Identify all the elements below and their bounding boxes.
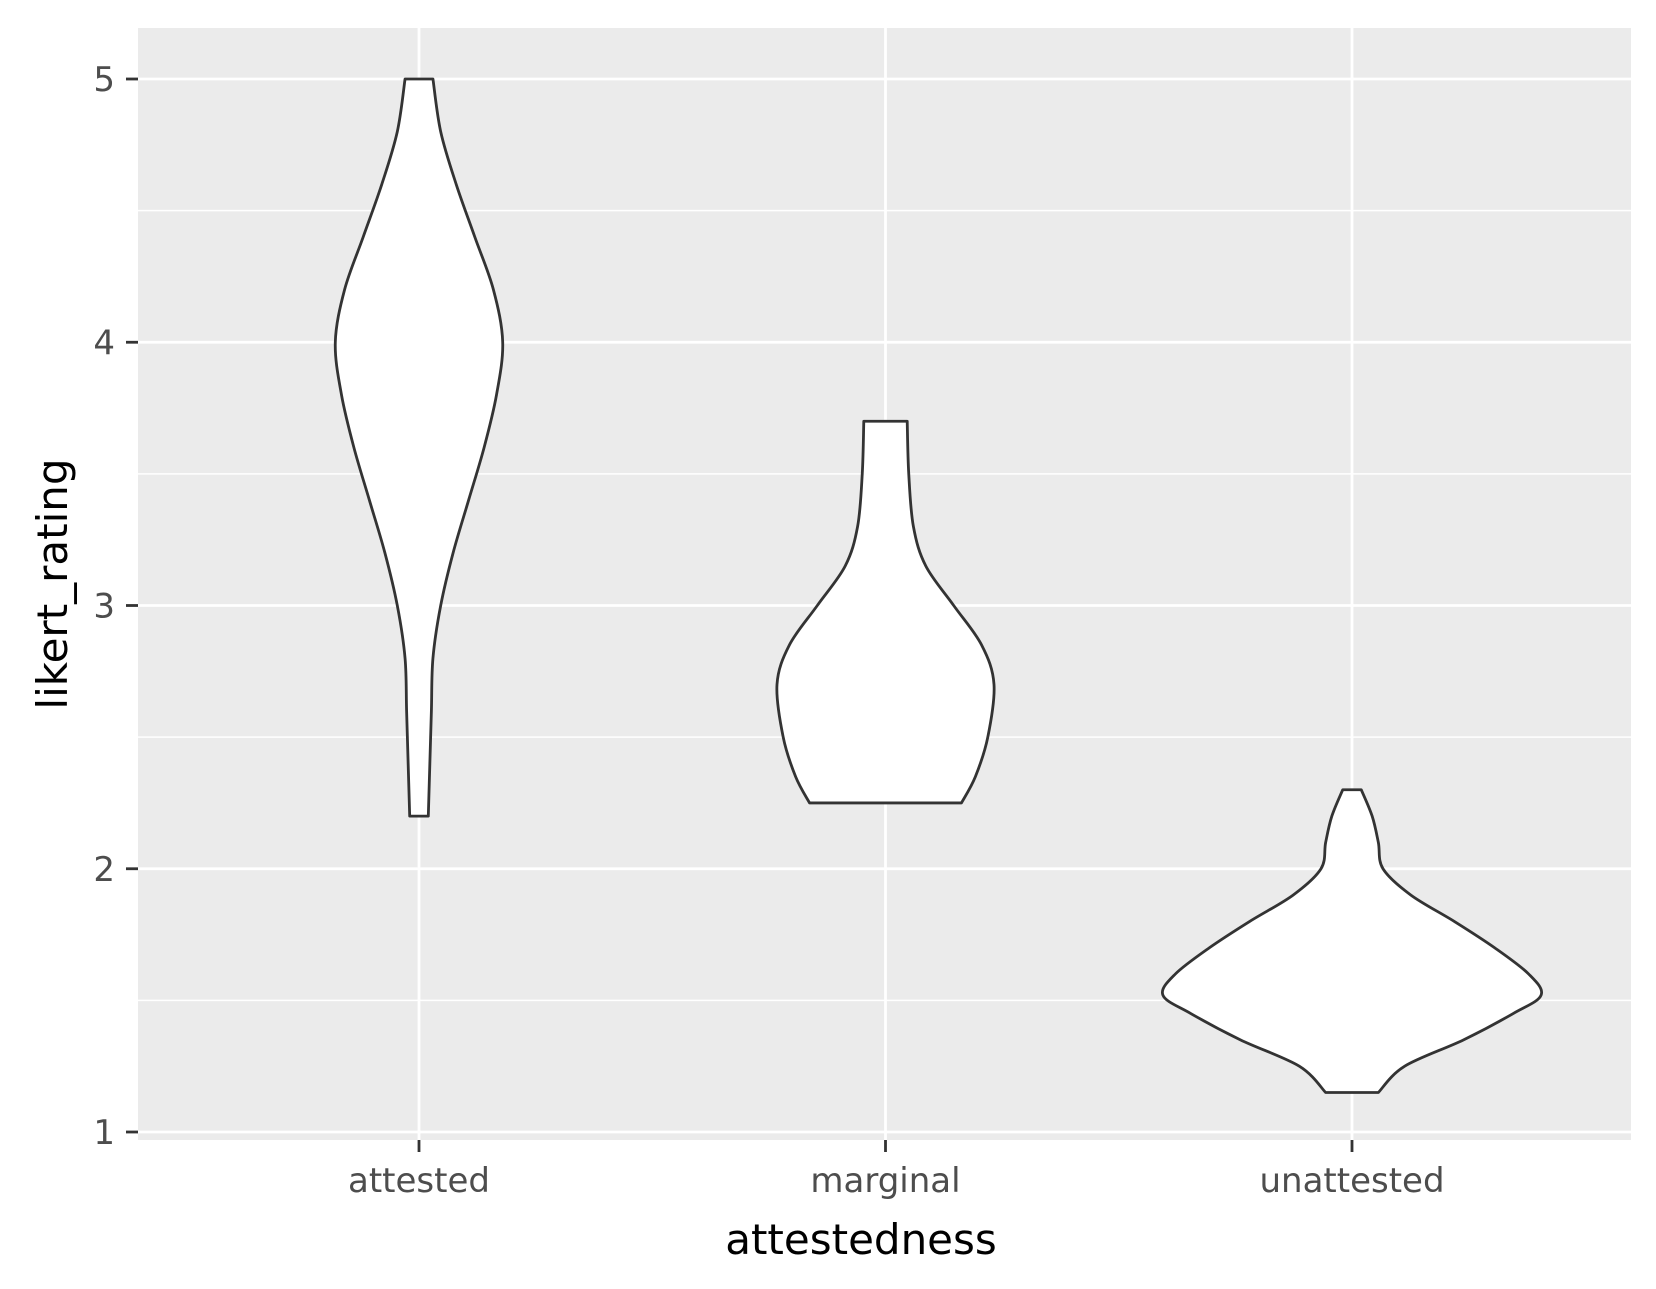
y-tick-label: 1 — [93, 1113, 115, 1153]
x-tick-label: marginal — [810, 1161, 960, 1201]
x-axis-title: attestedness — [725, 1215, 997, 1264]
violin-marginal — [775, 419, 996, 805]
x-tick-label: unattested — [1259, 1161, 1444, 1201]
y-tick-label: 4 — [93, 323, 115, 363]
y-tick-label: 5 — [93, 60, 115, 100]
y-axis-title: likert_rating — [28, 458, 77, 709]
violin-attested — [333, 77, 505, 818]
violins — [333, 77, 1544, 1094]
y-tick-label: 2 — [93, 850, 115, 890]
x-axis: attested marginal unattested — [348, 1140, 1445, 1201]
violin-unattested — [1160, 788, 1544, 1094]
y-axis: 1 2 3 4 5 — [93, 60, 138, 1153]
y-tick-label: 3 — [93, 587, 115, 627]
x-tick-label: attested — [348, 1161, 490, 1201]
